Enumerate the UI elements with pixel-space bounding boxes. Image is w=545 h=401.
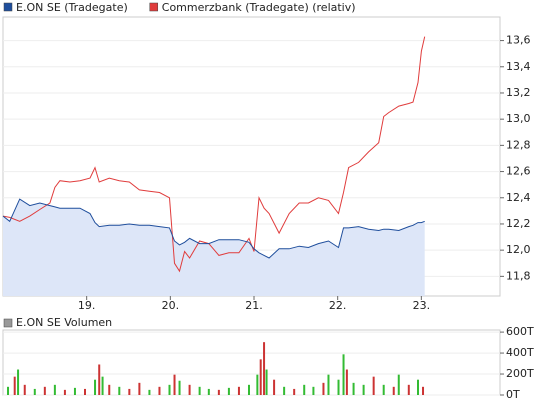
volume-bar xyxy=(101,376,104,395)
volume-bar xyxy=(256,374,259,395)
volume-bar xyxy=(7,386,10,395)
volume-bar xyxy=(417,379,420,395)
line xyxy=(2,36,426,273)
y-tick-label: 12,0 xyxy=(506,243,531,256)
volume-bar xyxy=(372,376,375,395)
y-tick-label: 12,2 xyxy=(506,217,531,230)
volume-bar xyxy=(247,384,250,395)
legend-swatch xyxy=(3,2,13,12)
volume-bar xyxy=(422,386,425,395)
volume-bar xyxy=(322,382,325,395)
volume-bar xyxy=(327,374,330,395)
y-tick-label: 13,2 xyxy=(506,86,531,99)
volume-bar xyxy=(259,359,262,395)
area xyxy=(3,199,425,296)
volume-bar xyxy=(198,386,201,395)
x-tick-label: 19. xyxy=(78,299,96,312)
volume-bar xyxy=(148,389,151,395)
volume-bar xyxy=(207,388,210,395)
volume-bar xyxy=(158,386,161,395)
volume-bar xyxy=(17,369,20,395)
y-tick-label: 13,6 xyxy=(506,34,531,47)
line xyxy=(2,198,425,259)
volume-bar xyxy=(337,379,340,395)
volume-bar xyxy=(53,384,56,395)
volume-bar xyxy=(382,384,385,395)
y-tick-label: 12,4 xyxy=(506,191,531,204)
volume-bar xyxy=(63,389,66,395)
x-tick-label: 20. xyxy=(162,299,180,312)
volume-bar xyxy=(73,387,76,395)
y-tick-label: 400T xyxy=(506,346,534,359)
volume-bar xyxy=(407,384,410,395)
x-tick-label: 23. xyxy=(413,299,431,312)
volume-bar xyxy=(283,386,286,395)
volume-bar xyxy=(237,386,240,395)
volume-bar xyxy=(265,369,268,395)
volume-bar xyxy=(293,388,296,395)
y-tick-label: 600T xyxy=(506,325,534,338)
volume-bar xyxy=(118,386,121,395)
y-tick-label: 12,6 xyxy=(506,165,531,178)
legend-swatch xyxy=(3,318,13,328)
volume-bar xyxy=(312,386,315,395)
volume-bar xyxy=(83,388,86,395)
plot-frame xyxy=(2,329,501,396)
volume-bar xyxy=(397,374,400,395)
volume-bar xyxy=(173,374,176,395)
volume-bar xyxy=(342,354,345,395)
legend-swatch xyxy=(149,2,159,12)
volume-bar xyxy=(273,379,276,395)
volume-bar xyxy=(392,386,395,395)
x-tick-label: 22. xyxy=(329,299,347,312)
volume-bar xyxy=(98,364,101,395)
volume-bar xyxy=(188,384,191,395)
legend-label: E.ON SE (Tradegate) xyxy=(16,1,128,14)
y-tick-label: 13,0 xyxy=(506,112,531,125)
volume-bar xyxy=(263,342,266,395)
volume-bar xyxy=(178,380,181,395)
legend-label: Commerzbank (Tradegate) (relativ) xyxy=(162,1,356,14)
volume-bar xyxy=(33,388,36,395)
volume-bar xyxy=(217,389,220,395)
volume-bar xyxy=(94,379,97,395)
volume-bar xyxy=(362,384,365,395)
volume-bar xyxy=(303,384,306,395)
volume-bar xyxy=(43,386,46,395)
legend-label: E.ON SE Volumen xyxy=(16,316,112,329)
volume-bar xyxy=(227,387,230,395)
volume-bar xyxy=(13,376,16,395)
y-tick-label: 12,8 xyxy=(506,138,531,151)
y-tick-label: 200T xyxy=(506,367,534,380)
y-tick-label: 13,4 xyxy=(506,60,531,73)
y-tick-label: 11,8 xyxy=(506,269,531,282)
volume-bar xyxy=(345,369,348,395)
volume-bar xyxy=(168,384,171,395)
y-tick-label: 0T xyxy=(506,388,520,401)
volume-bar xyxy=(352,382,355,395)
volume-bar xyxy=(128,388,131,395)
volume-bar xyxy=(23,384,26,395)
x-tick-label: 21. xyxy=(245,299,263,312)
volume-bar xyxy=(138,382,141,395)
volume-bar xyxy=(108,384,111,395)
